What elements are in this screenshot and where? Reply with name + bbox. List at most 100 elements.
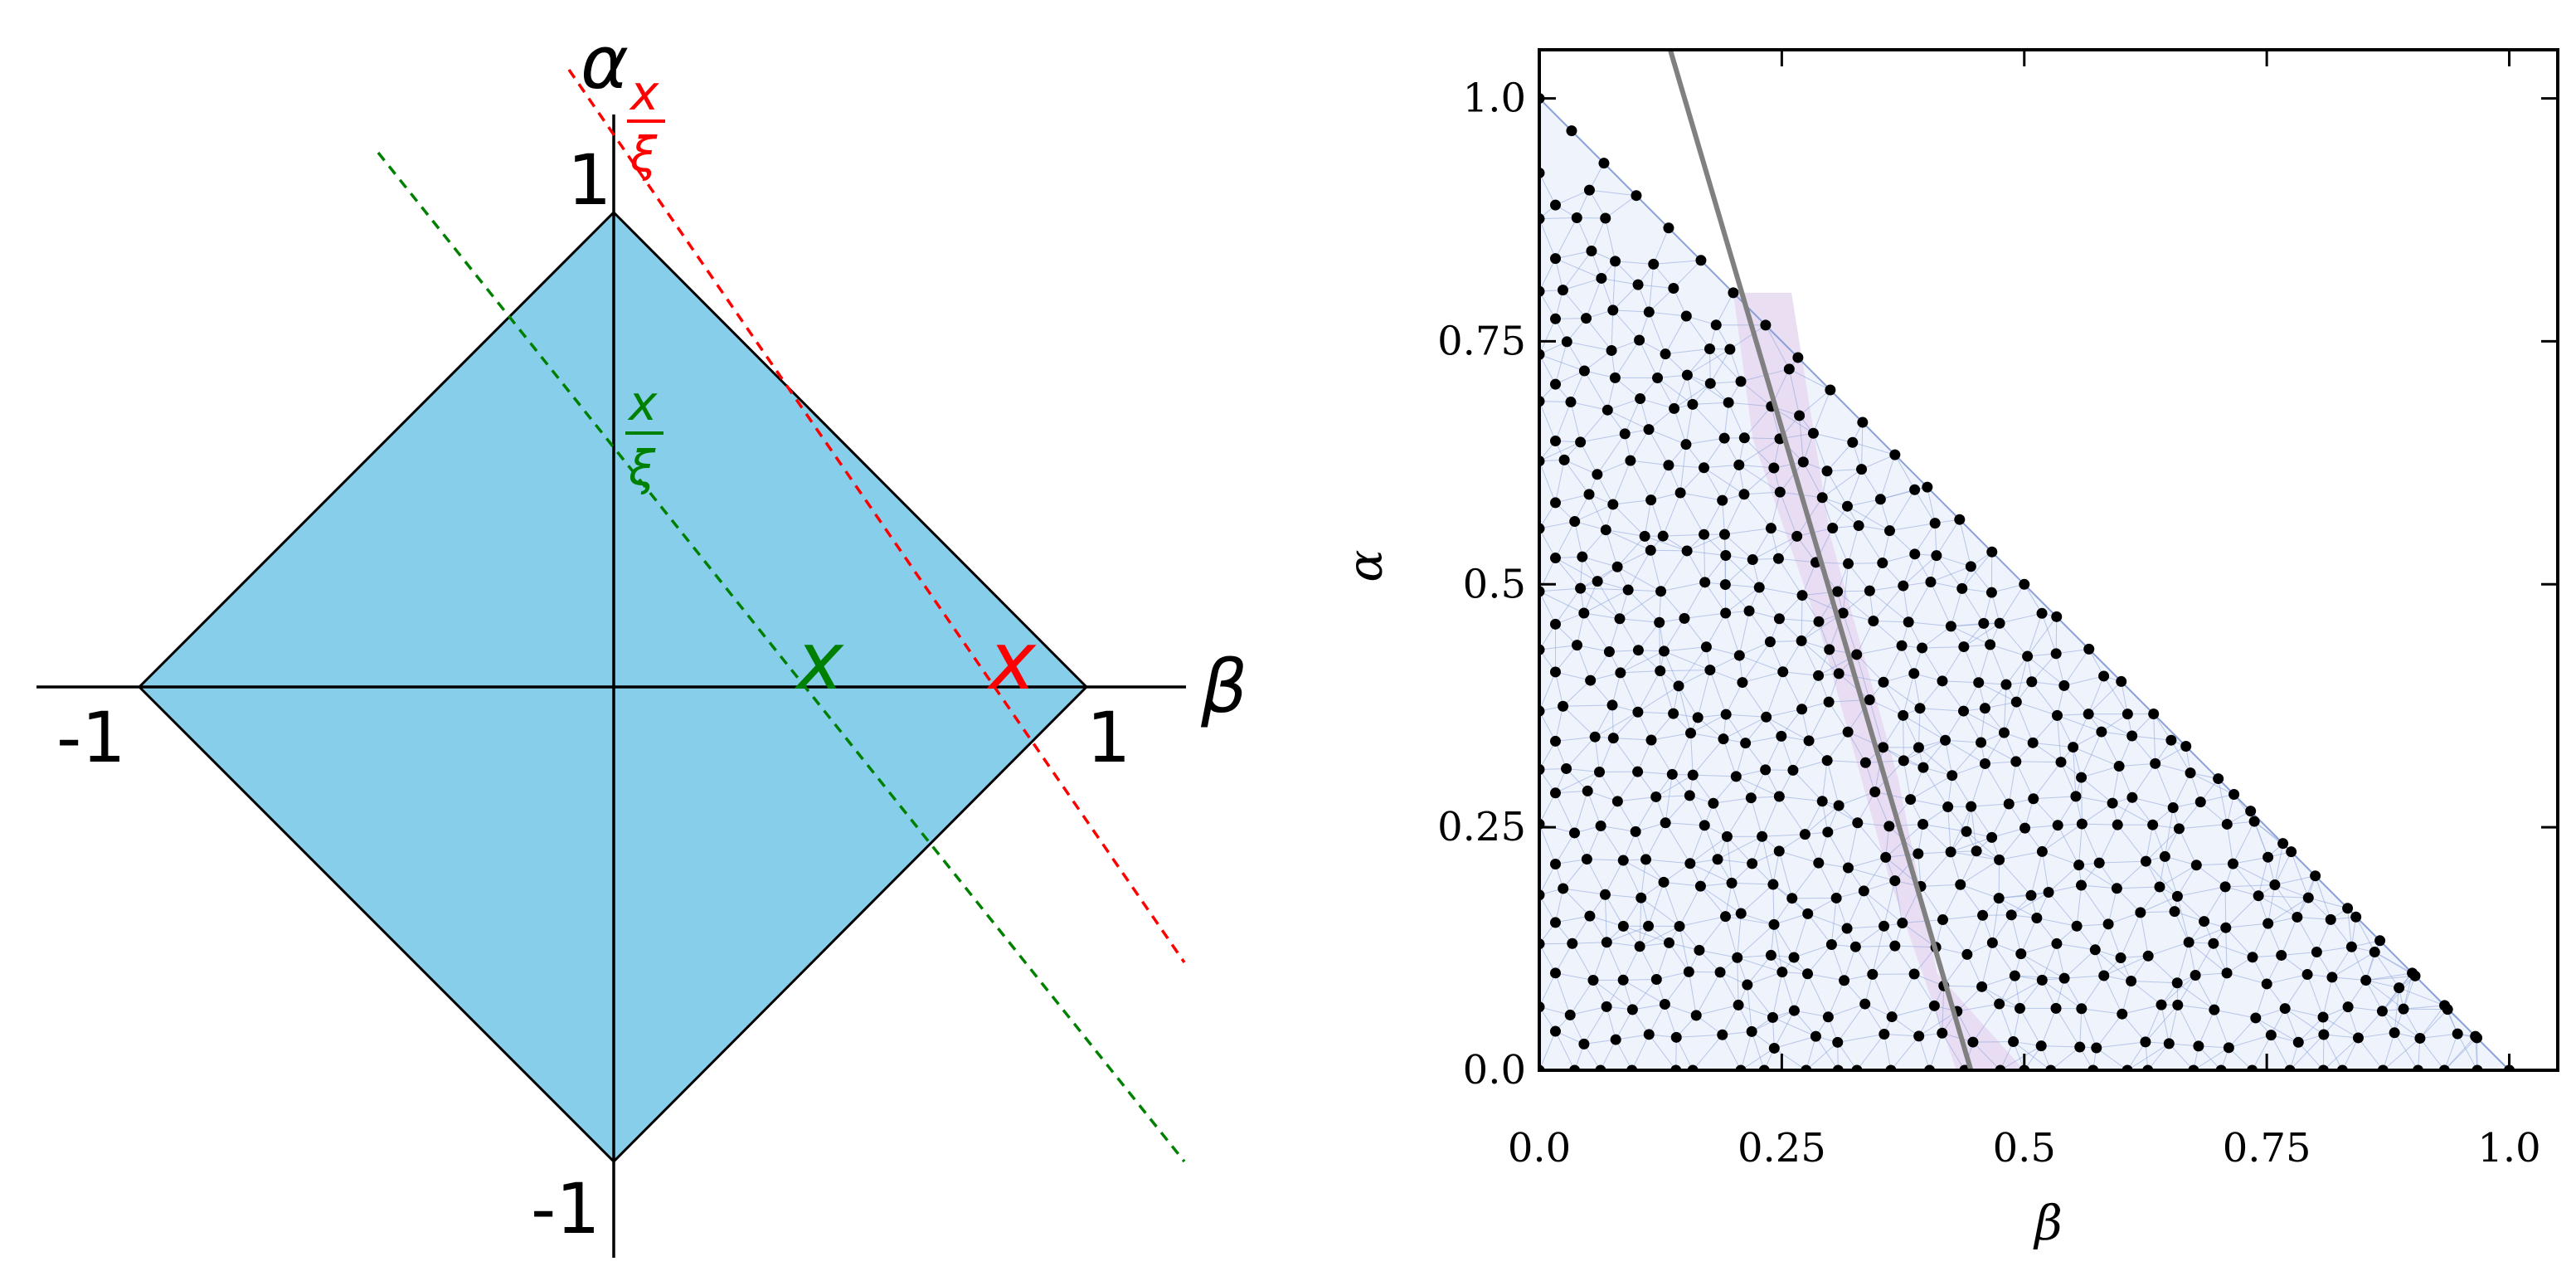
mesh-node — [1896, 640, 1908, 651]
mesh-edge — [1708, 348, 1711, 384]
mesh-node — [1681, 369, 1693, 381]
mesh-edge — [1555, 402, 1572, 441]
mesh-node — [1601, 937, 1612, 948]
mesh-edge — [1970, 566, 1992, 593]
mesh-node — [2076, 818, 2088, 830]
mesh-edge — [1743, 494, 1772, 528]
mesh-node — [1897, 918, 1908, 929]
mesh-node — [2250, 1012, 2262, 1024]
mesh-edge — [1740, 1031, 1752, 1070]
mesh-edge — [1913, 947, 1937, 975]
mesh-node — [1832, 1036, 1844, 1048]
mesh-edge — [1644, 499, 1652, 537]
mesh-edge — [1920, 851, 1951, 887]
mesh-edge — [2179, 823, 2228, 830]
mesh-edge — [1758, 558, 1779, 588]
mesh-edge — [1951, 622, 2000, 627]
mesh-node — [1679, 612, 1690, 624]
mesh-node — [2199, 916, 2210, 928]
mesh-edge — [1539, 972, 1556, 1007]
mesh-node — [2098, 970, 2110, 981]
mesh-edge — [1664, 650, 1679, 687]
mesh-node — [1657, 530, 1669, 542]
mesh-node — [1680, 310, 1692, 322]
mesh-node — [2113, 761, 2125, 772]
mesh-node — [1772, 553, 1784, 564]
mesh-edge — [1706, 646, 1740, 656]
mesh-edge — [1583, 589, 1629, 614]
mesh-node — [2126, 975, 2137, 986]
mesh-edge — [1726, 713, 1767, 718]
mesh-edge — [2103, 675, 2128, 714]
mesh-edge — [1678, 646, 1707, 687]
mesh-edge — [1723, 402, 1729, 439]
mesh-edge — [1576, 217, 1592, 251]
mesh-node — [1768, 918, 1780, 930]
mesh-node — [1864, 585, 1875, 597]
mesh-node — [1730, 771, 1742, 782]
mesh-edge — [1960, 884, 1983, 916]
mesh-edge — [1663, 882, 1680, 927]
mesh-edge — [1741, 913, 1775, 925]
mesh-edge — [1650, 549, 1688, 552]
mesh-node — [1549, 917, 1561, 928]
y-tick-label: 0.75 — [1437, 318, 1526, 364]
mesh-edge — [2228, 1035, 2272, 1049]
mesh-node — [1768, 1042, 1780, 1054]
mesh-edge — [1665, 774, 1673, 823]
mesh-edge — [1580, 587, 1621, 620]
mesh-edge — [1737, 957, 1783, 973]
mesh-edge — [1680, 492, 1723, 501]
mesh-edge — [1662, 492, 1681, 537]
mesh-edge — [1999, 827, 2025, 860]
mesh-node — [2102, 918, 2114, 930]
mesh-edge — [2297, 917, 2317, 952]
mesh-edge — [1883, 682, 1904, 716]
mesh-node — [1606, 699, 1618, 711]
mesh-edge — [1856, 1034, 1885, 1070]
mesh-edge — [1684, 612, 1726, 619]
mesh-node — [2000, 679, 2012, 690]
mesh-edge — [1635, 796, 1657, 832]
mesh-edge — [1555, 521, 1576, 558]
mesh-edge — [2365, 980, 2383, 1011]
mesh-edge — [2055, 653, 2065, 686]
mesh-edge — [1582, 529, 1606, 558]
mesh-edge — [1743, 491, 1781, 495]
mesh-node — [1598, 158, 1610, 169]
mesh-edge — [1725, 916, 1738, 958]
mesh-node — [1614, 613, 1626, 625]
mesh-node — [2439, 1000, 2451, 1011]
mesh-edge — [1951, 626, 1990, 645]
mesh-node — [1945, 621, 1956, 632]
mesh-node — [2247, 952, 2258, 963]
mesh-node — [1908, 968, 1920, 980]
mesh-edge — [1586, 859, 1606, 895]
mesh-edge — [2194, 942, 2214, 976]
mesh-node — [1998, 727, 2010, 738]
mesh-edge — [2419, 1033, 2458, 1039]
mesh-node — [1903, 616, 1914, 628]
mesh-edge — [1765, 736, 1782, 771]
mesh-edge — [1600, 1039, 1616, 1070]
mesh-edge — [1771, 406, 1781, 440]
mesh-edge — [1858, 525, 1883, 563]
mesh-edge — [1985, 732, 2005, 764]
mesh-node — [1558, 700, 1569, 712]
mesh-edge — [1583, 581, 1598, 614]
mesh-edge — [2145, 825, 2154, 862]
mesh-node — [2292, 1036, 2304, 1048]
mesh-edge — [2284, 974, 2308, 1009]
mesh-node — [1802, 908, 1814, 919]
mesh-edge — [1563, 290, 1587, 319]
y-tick-label: 0.0 — [1463, 1047, 1526, 1093]
mesh-node — [1643, 920, 1655, 932]
mesh-node — [1617, 920, 1629, 932]
mesh-edge — [2048, 892, 2078, 927]
mesh-edge — [2284, 1008, 2325, 1035]
mesh-node — [2389, 1027, 2400, 1039]
mesh-edge — [1743, 437, 1775, 469]
mesh-edge — [1885, 853, 1918, 858]
mesh-node — [1643, 1029, 1655, 1040]
mesh-edge — [1772, 850, 1780, 885]
